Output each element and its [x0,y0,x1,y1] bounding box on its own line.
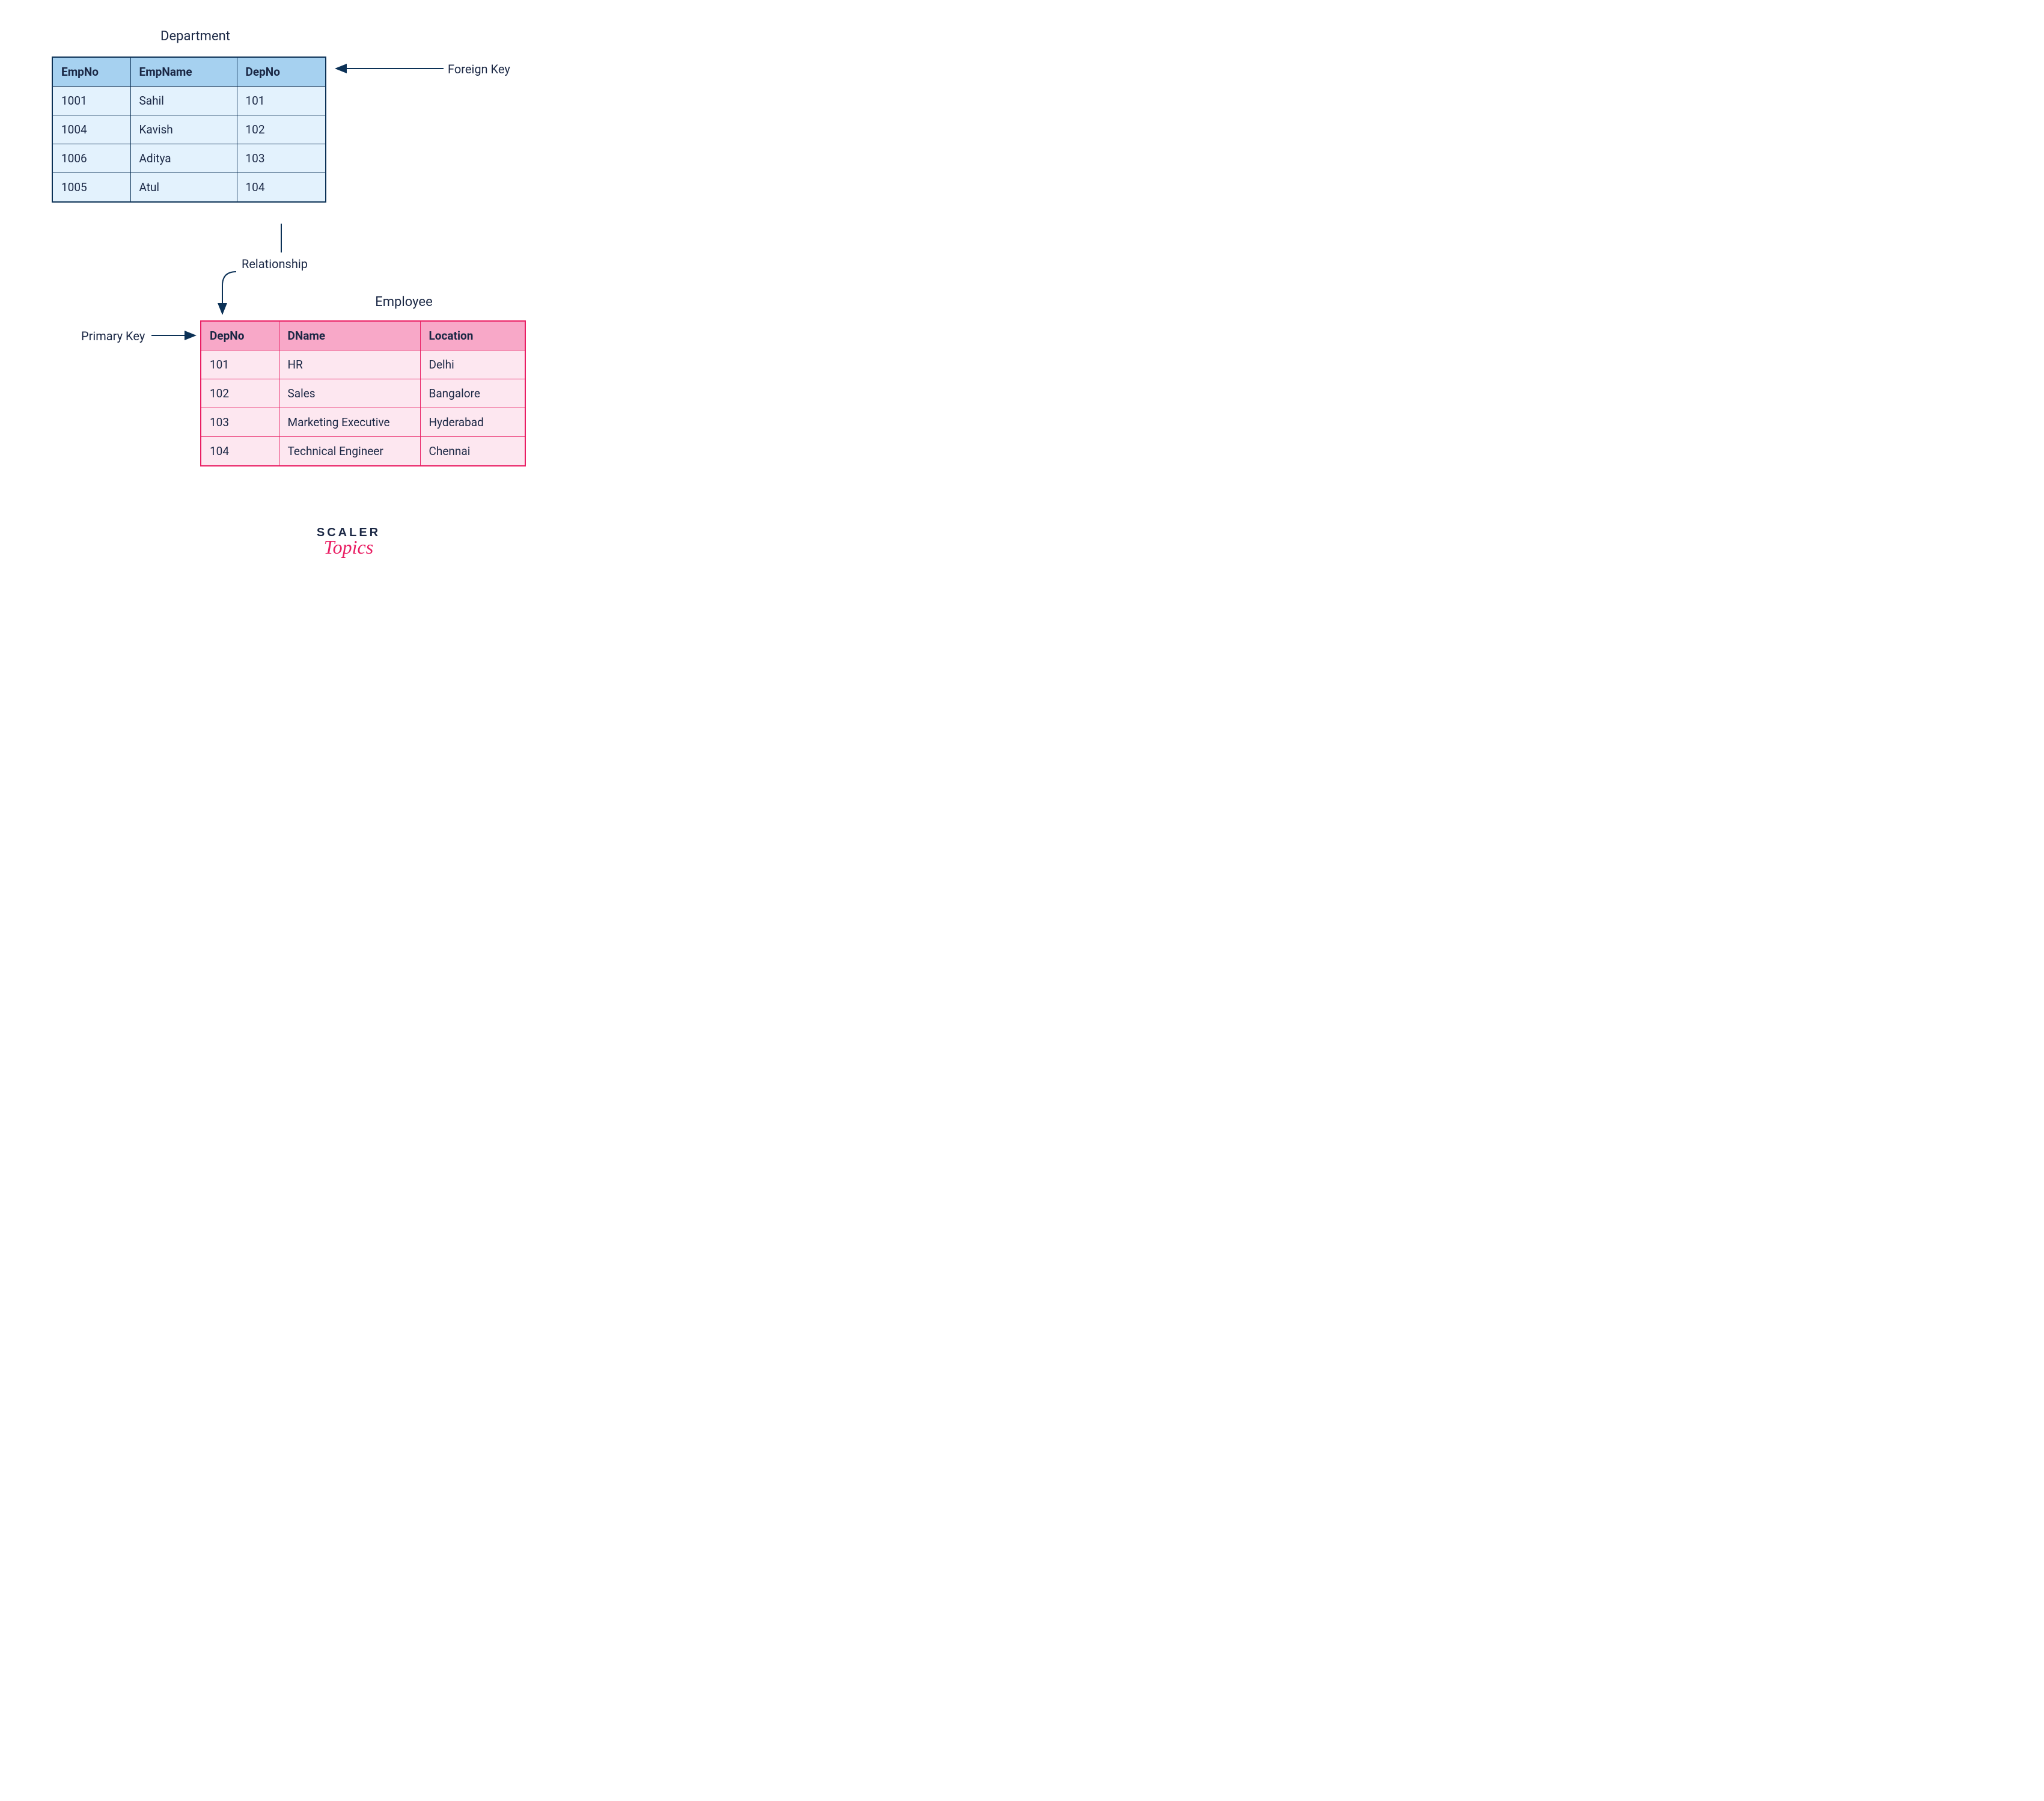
cell: Delhi [420,350,525,379]
cell: Sales [279,379,420,408]
cell: Bangalore [420,379,525,408]
cell: Technical Engineer [279,437,420,466]
table-row: 1006 Aditya 103 [52,144,326,173]
table-row: 1005 Atul 104 [52,173,326,203]
table-header-row: DepNo DName Location [201,321,525,350]
cell: 1004 [52,115,130,144]
cell: 103 [237,144,326,173]
employee-title: Employee [344,295,464,310]
cell: 1005 [52,173,130,203]
foreign-key-label: Foreign Key [448,62,510,76]
cell: 1006 [52,144,130,173]
cell: 103 [201,408,279,437]
cell: Kavish [130,115,237,144]
col-header: DepNo [237,57,326,87]
col-header: DepNo [201,321,279,350]
table-row: 101 HR Delhi [201,350,525,379]
department-table: EmpNo EmpName DepNo 1001 Sahil 101 1004 … [52,57,326,203]
logo-topics-text: Topics [297,536,400,558]
cell: Aditya [130,144,237,173]
table-header-row: EmpNo EmpName DepNo [52,57,326,87]
department-title: Department [135,29,255,44]
table-row: 103 Marketing Executive Hyderabad [201,408,525,437]
relationship-label: Relationship [242,257,308,271]
cell: Hyderabad [420,408,525,437]
primary-key-label: Primary Key [81,329,145,343]
table-row: 1004 Kavish 102 [52,115,326,144]
cell: 104 [237,173,326,203]
col-header: Location [420,321,525,350]
table-row: 104 Technical Engineer Chennai [201,437,525,466]
cell: HR [279,350,420,379]
cell: 1001 [52,87,130,115]
table-row: 1001 Sahil 101 [52,87,326,115]
col-header: EmpNo [52,57,130,87]
cell: Atul [130,173,237,203]
table-row: 102 Sales Bangalore [201,379,525,408]
cell: Sahil [130,87,237,115]
cell: 104 [201,437,279,466]
cell: 102 [201,379,279,408]
cell: Chennai [420,437,525,466]
diagram-container: Department EmpNo EmpName DepNo 1001 Sahi… [0,0,682,601]
scaler-logo: SCALER Topics [297,526,400,558]
cell: 102 [237,115,326,144]
relationship-arrow-segment-2 [222,272,236,314]
cell: 101 [201,350,279,379]
cell: Marketing Executive [279,408,420,437]
col-header: DName [279,321,420,350]
cell: 101 [237,87,326,115]
employee-table: DepNo DName Location 101 HR Delhi 102 Sa… [200,320,526,466]
col-header: EmpName [130,57,237,87]
